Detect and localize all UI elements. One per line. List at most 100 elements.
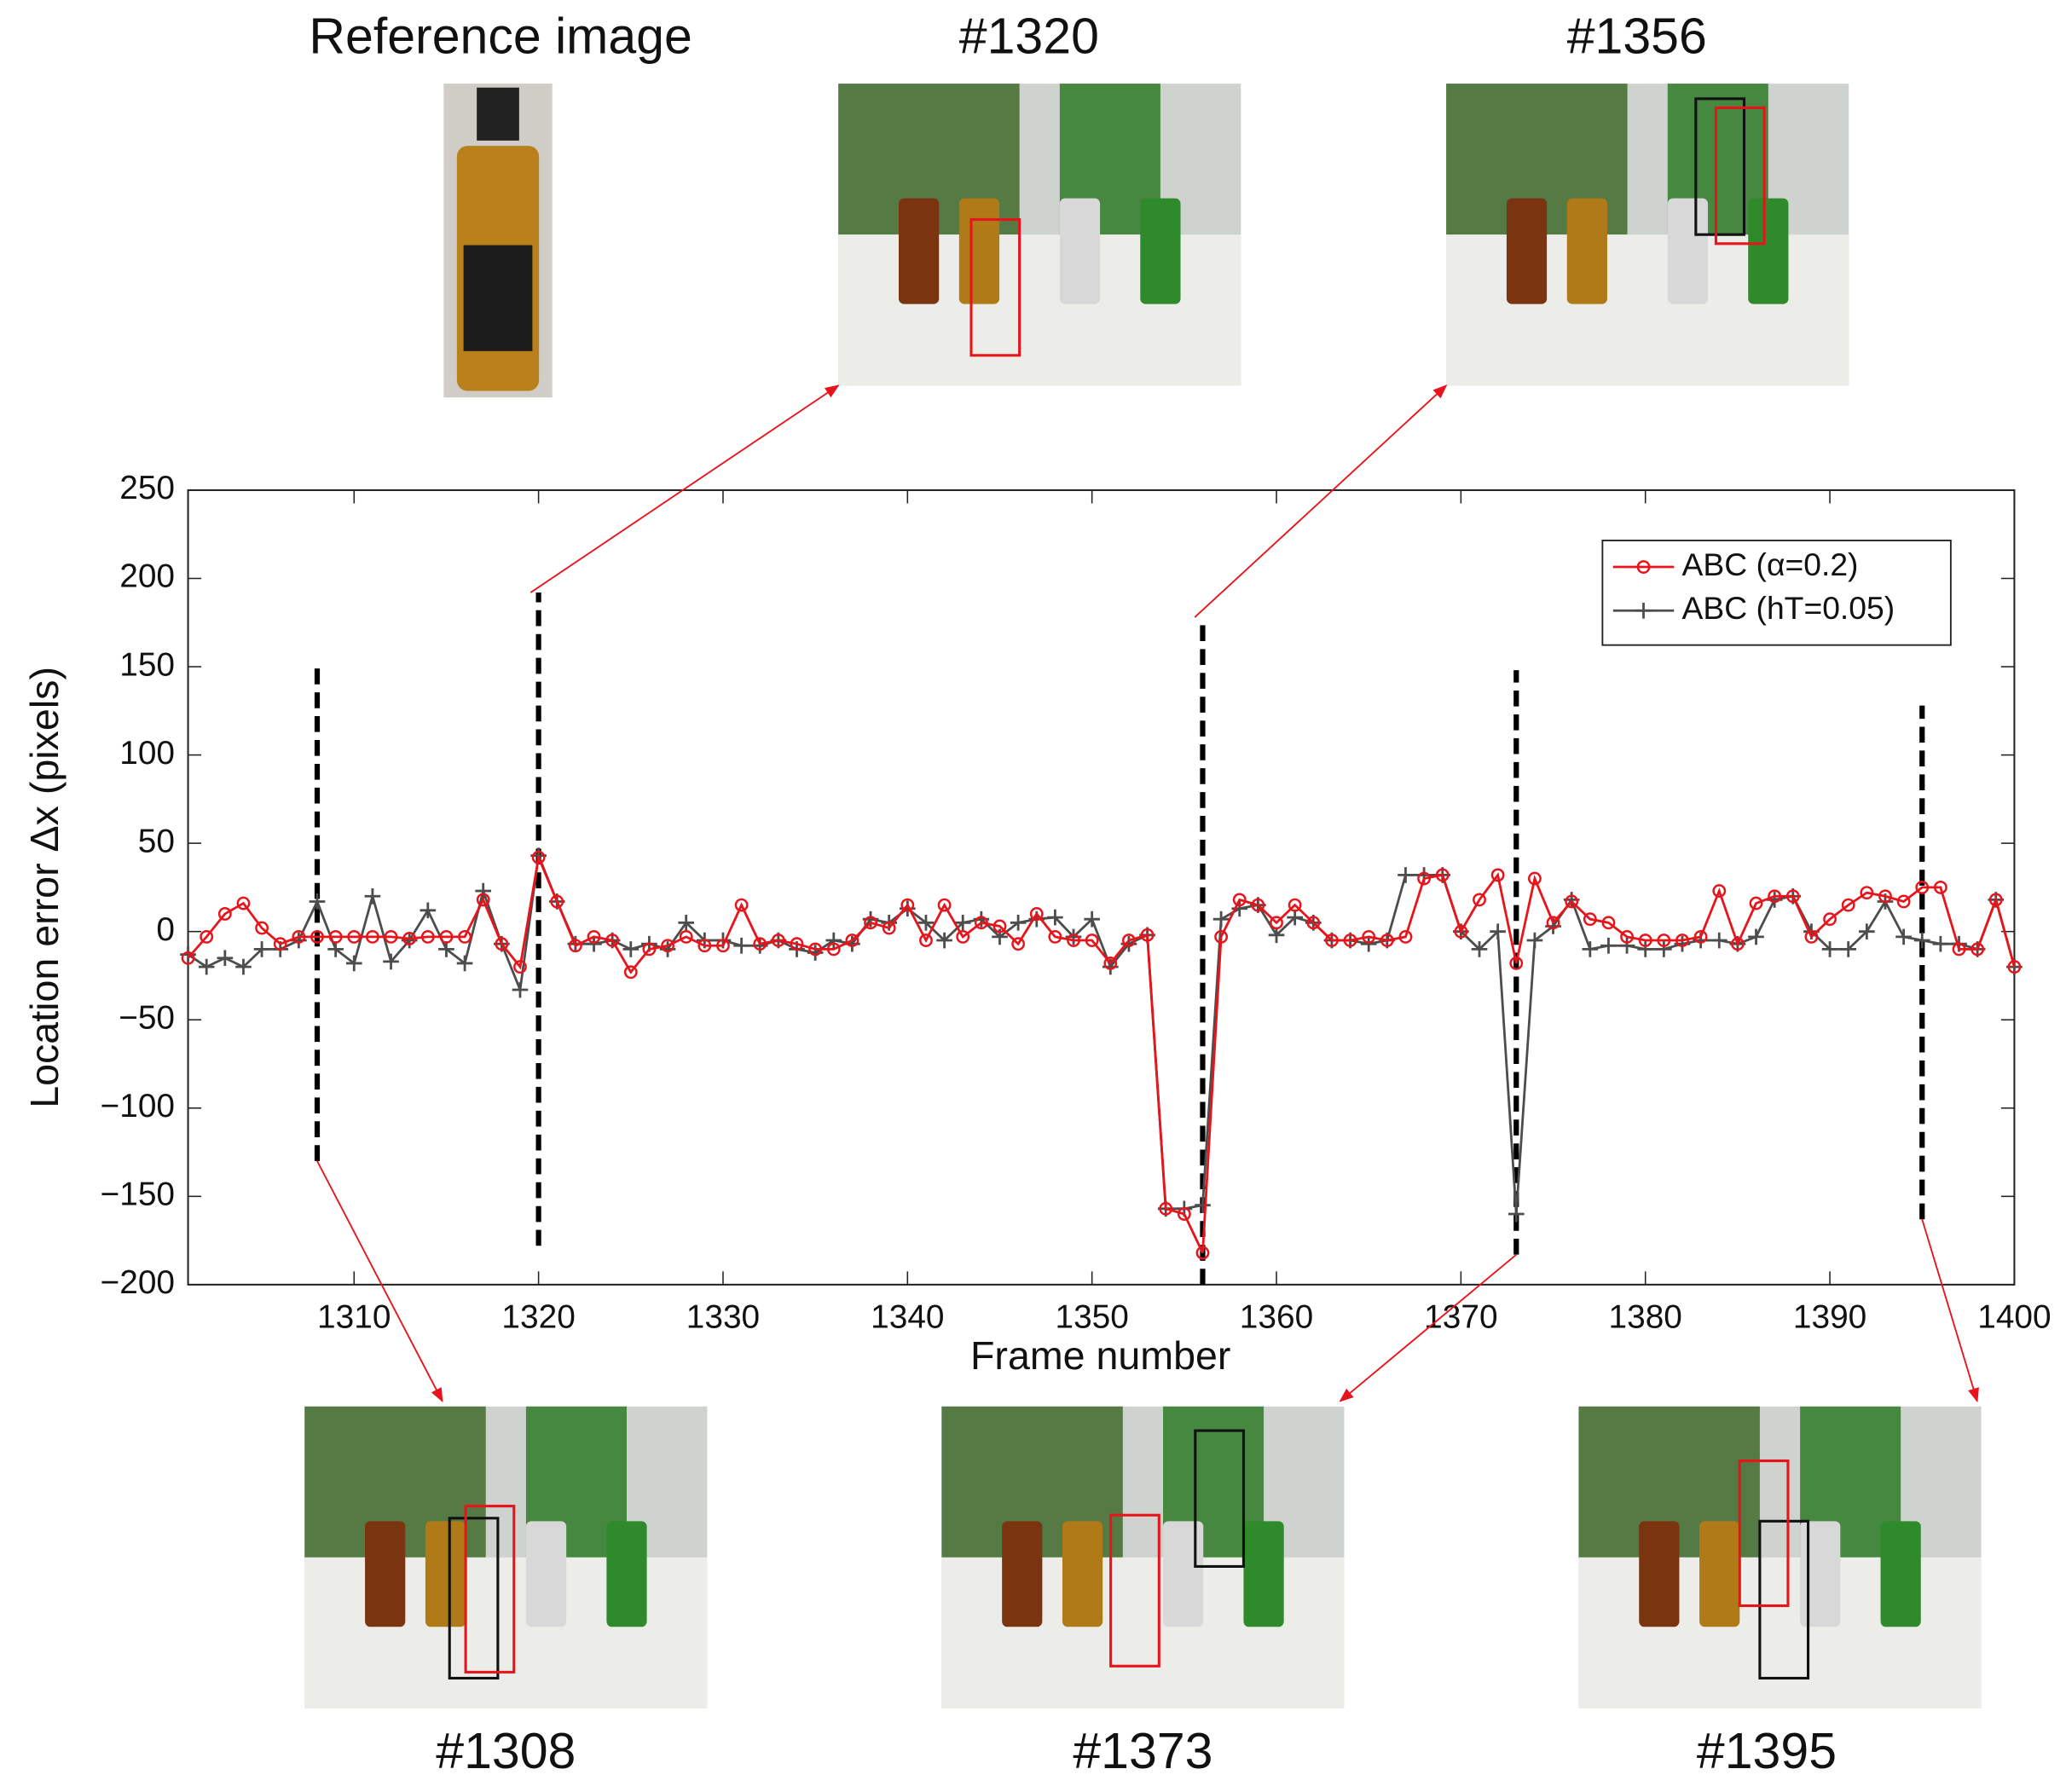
x-tick-label: 1310 [317, 1298, 391, 1335]
bottle [1506, 198, 1548, 304]
point [345, 955, 362, 972]
point [623, 965, 638, 980]
point [438, 941, 454, 957]
x-tick-label: 1360 [1240, 1298, 1313, 1335]
point [1325, 934, 1339, 947]
legend-marker [1635, 602, 1652, 619]
arrow [1339, 1253, 1517, 1402]
point [1085, 934, 1099, 947]
legend-label: ABC (α=0.2) [1682, 546, 1859, 582]
point [1821, 941, 1838, 957]
point [1582, 941, 1599, 957]
point [753, 937, 767, 951]
x-tick-label: 1380 [1609, 1298, 1682, 1335]
point [458, 929, 472, 944]
bottle [425, 1521, 466, 1627]
plot-area [187, 488, 2016, 1286]
point [1140, 928, 1155, 942]
point [420, 902, 437, 919]
point [956, 929, 970, 944]
point [1473, 893, 1486, 907]
point [439, 929, 454, 944]
track-box [1758, 1519, 1810, 1680]
point [587, 929, 601, 944]
point [1933, 880, 1947, 894]
point [328, 929, 343, 944]
point [1601, 916, 1616, 930]
series-line [187, 851, 2016, 1215]
point [1730, 937, 1745, 951]
point [1343, 934, 1357, 947]
point [1952, 942, 1966, 957]
point [1768, 889, 1782, 904]
bottle [1163, 1521, 1204, 1627]
point [1268, 927, 1285, 944]
point [1657, 934, 1671, 947]
arrow [1194, 384, 1448, 618]
point [864, 916, 877, 930]
reference-label: Reference image [309, 8, 692, 64]
point [1600, 937, 1617, 954]
track-box [1694, 97, 1746, 236]
thumbnail-label: #1356 [1567, 8, 1707, 64]
point [513, 960, 527, 974]
point [1896, 894, 1911, 909]
point [1232, 893, 1247, 907]
bottle [1667, 198, 1709, 304]
point [1380, 934, 1394, 947]
point [1878, 889, 1892, 904]
point [697, 939, 712, 953]
y-tick-label: 150 [119, 646, 175, 683]
track-box [464, 1505, 516, 1673]
point [1360, 935, 1377, 952]
point [992, 919, 1007, 934]
track-box [1194, 1429, 1246, 1569]
point [495, 937, 509, 951]
point [826, 942, 841, 957]
point [1895, 928, 1912, 945]
point [365, 929, 379, 944]
point [1306, 916, 1321, 930]
point [771, 934, 785, 947]
bottle [606, 1521, 647, 1627]
table [1446, 234, 1849, 386]
point [292, 929, 306, 944]
point [1029, 907, 1044, 921]
point [1195, 1246, 1210, 1260]
point [1212, 910, 1230, 928]
point [1048, 929, 1062, 944]
point [1417, 871, 1432, 886]
point [1860, 886, 1874, 900]
thumbnail-label: #1320 [959, 8, 1099, 64]
point [235, 958, 252, 975]
point [1785, 889, 1800, 904]
point [512, 981, 529, 998]
thumbnail [1446, 84, 1849, 386]
bottle [1002, 1521, 1043, 1627]
arrow [316, 1160, 443, 1403]
point [1435, 868, 1450, 882]
point [733, 937, 749, 954]
point [1583, 912, 1597, 927]
point [1454, 924, 1468, 939]
point [1471, 941, 1488, 957]
point [845, 934, 859, 947]
point [1656, 941, 1672, 957]
track-box [1714, 106, 1766, 246]
point [1526, 932, 1543, 949]
thumbnail [1578, 1406, 1982, 1708]
thumbnail [304, 1406, 708, 1708]
bottle [365, 1521, 406, 1627]
bottle [1140, 198, 1181, 304]
point [1620, 929, 1635, 944]
point [531, 850, 546, 864]
point [1288, 898, 1302, 912]
legend-marker [1636, 560, 1651, 574]
point [1509, 957, 1524, 970]
thumbnail-label: #1308 [436, 1723, 576, 1779]
legend-label: ABC (hT=0.05) [1682, 590, 1895, 626]
point [1675, 934, 1689, 947]
point [347, 929, 362, 944]
point [273, 937, 287, 951]
